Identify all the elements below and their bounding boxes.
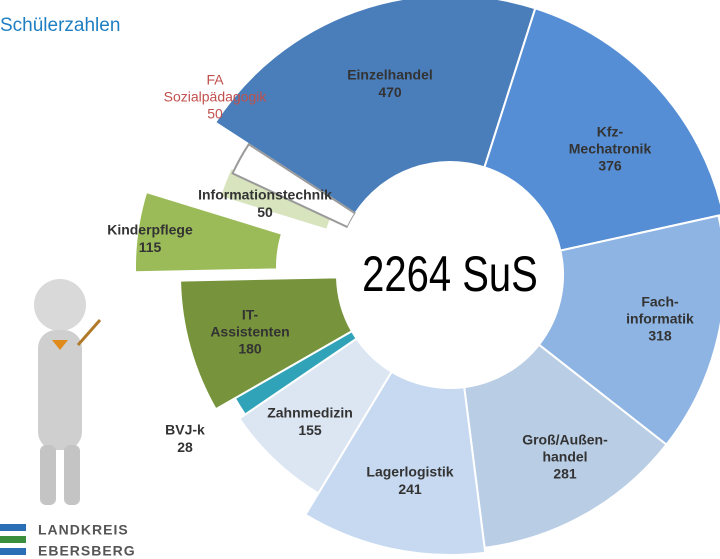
- slice-label: Zahnmedizin: [267, 405, 353, 421]
- slice-label: Informationstechnik: [198, 187, 332, 203]
- slice-value: 115: [139, 239, 162, 255]
- slice-value: 376: [598, 158, 622, 174]
- logo-line: LANDKREIS: [38, 522, 129, 538]
- slice-value: 180: [238, 341, 262, 357]
- logo-line: EBERSBERG: [38, 543, 136, 559]
- slice-value: 318: [648, 328, 672, 344]
- slice-value: 241: [398, 481, 422, 497]
- chart-title: Schülerzahlen: [0, 15, 120, 36]
- slice-label: Einzelhandel: [347, 67, 433, 83]
- slice-value: 28: [177, 439, 193, 455]
- slice-value: 281: [553, 466, 577, 482]
- slice-value: 50: [257, 204, 273, 220]
- center-label: 2264 SuS: [362, 246, 538, 302]
- slice-label: Lagerlogistik: [366, 464, 453, 480]
- slice-value: 155: [298, 422, 322, 438]
- slice-value: 50: [207, 106, 223, 122]
- slice-value: 470: [378, 84, 402, 100]
- slice-label: BVJ-k: [165, 422, 205, 438]
- figure: [34, 279, 100, 505]
- logo: LANDKREIS EBERSBERG: [0, 522, 136, 559]
- chart: Schülerzahlen 2264 SuS LANDKREIS EBERSBE…: [0, 0, 720, 559]
- slice-label: Kinderpflege: [107, 222, 193, 238]
